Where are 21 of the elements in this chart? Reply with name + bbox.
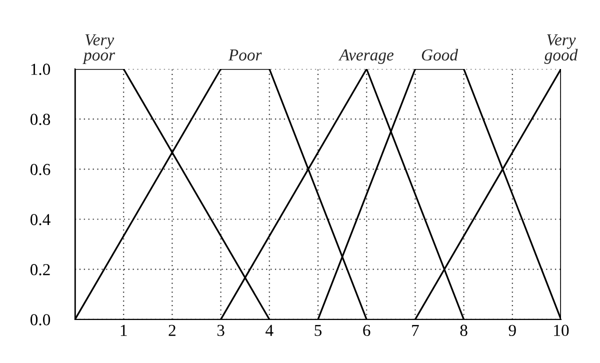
x-tick-label: 3 (217, 324, 224, 336)
x-tick-label: 8 (460, 324, 468, 336)
y-tick-label: 1.0 (31, 64, 50, 75)
y-tick-label: 0.6 (30, 164, 50, 176)
series-label: Average (338, 49, 394, 64)
series-label: Poor (228, 49, 262, 61)
x-tick-label: 5 (314, 324, 322, 336)
series-label: Good (422, 48, 458, 61)
series-label: Very poor (82, 34, 116, 64)
y-tick-label: 0.4 (30, 214, 50, 226)
x-tick-label: 9 (508, 324, 516, 336)
x-tick-label: 1 (120, 324, 127, 336)
x-tick-label: 6 (363, 324, 370, 336)
y-tick-label: 0.2 (30, 264, 50, 276)
x-tick-label: 2 (168, 324, 176, 336)
y-tick-label: 0.0 (30, 314, 50, 326)
x-tick-label: 7 (412, 324, 419, 336)
y-tick-label: 0.8 (30, 114, 50, 126)
x-tick-label: 10 (554, 324, 569, 336)
x-tick-label: 4 (266, 324, 274, 336)
series-label: Very good (544, 34, 578, 64)
